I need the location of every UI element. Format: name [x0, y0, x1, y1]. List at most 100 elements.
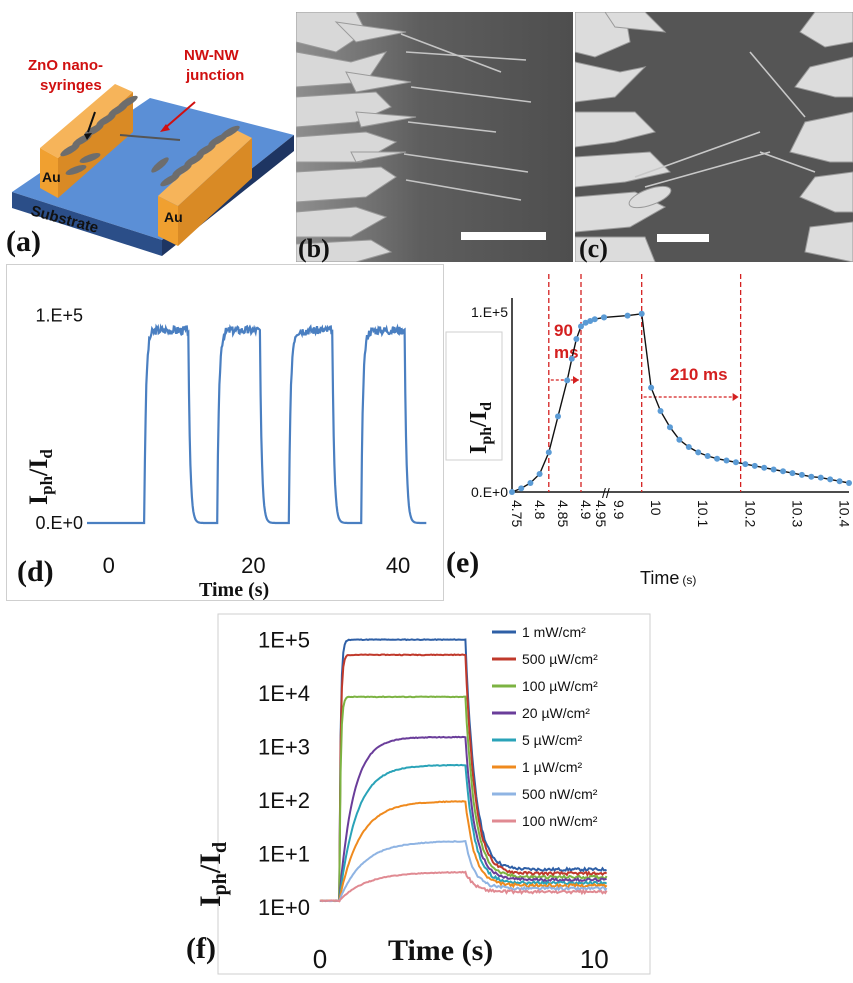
chart-f-ytick-label: 1E+5	[258, 628, 310, 653]
crystal-cluster-c-left	[574, 11, 672, 263]
chart-f-ytick-label: 1E+1	[258, 841, 310, 866]
chart-e-marker	[714, 455, 721, 462]
chart-f-legend: 1 mW/cm² 500 µW/cm² 100 µW/cm² 20 µW/cm² 5 µ…	[492, 624, 598, 829]
chart-e-marker	[761, 464, 768, 471]
chart-e-marker	[846, 480, 852, 486]
chart-d-xtick-label: 20	[241, 553, 265, 578]
chart-e-marker	[798, 471, 805, 478]
chart-e-marker	[742, 461, 749, 468]
chart-e-marker	[732, 459, 739, 466]
chart-e-marker	[780, 468, 787, 475]
nanosyringes-left	[60, 95, 138, 175]
chart-f-xtick-label: 10	[580, 944, 609, 974]
nanosyringe-arrowhead	[84, 133, 92, 140]
chart-e-xtick-label: 9.9	[611, 500, 627, 520]
chart-f-legend-label: 1 µW/cm²	[522, 759, 583, 775]
chart-e-rise-arrowhead	[573, 376, 579, 384]
chart-e-xtick-label: 4.95	[593, 500, 609, 527]
chart-f-legend-label: 5 µW/cm²	[522, 732, 583, 748]
chart-e-rise-label-line1: 90	[554, 321, 573, 340]
chart-e-marker	[657, 408, 664, 414]
chart-d-xtick-label: 40	[386, 553, 410, 578]
chart-f-ytick-label: 1E+3	[258, 735, 310, 760]
chart-e-marker	[638, 310, 645, 317]
chart-f-series-line	[319, 840, 608, 903]
left-electrode-label: Au	[42, 169, 61, 185]
chart-e-xtick-label: 4.75	[509, 500, 525, 527]
chart-f-ytick-label: 1E+4	[258, 681, 310, 706]
chart-e-ytick-label: 0.E+0	[471, 484, 508, 500]
chart-e-marker	[770, 466, 777, 473]
chart-e-ylabel: Iph/Id	[466, 402, 495, 454]
junction-arrowhead	[160, 124, 170, 132]
sem-image-b	[295, 11, 573, 263]
chart-e-xtick-label: 10.3	[789, 500, 805, 527]
chart-e-marker	[518, 485, 525, 492]
chart-e-marker	[578, 323, 584, 330]
chart-e-marker	[601, 314, 607, 321]
chart-e-decay-label: 210 ms	[670, 365, 728, 384]
chart-d-plot: 0.E+0 1.E+5 0 20 40	[35, 306, 427, 578]
chart-d-series-line	[87, 323, 427, 525]
crystal-cluster-c-right	[789, 11, 853, 263]
chart-e-xtick-label: 10.1	[695, 500, 711, 527]
chart-e-marker	[676, 436, 683, 443]
panel-label-a: (a)	[6, 225, 41, 258]
chart-e-xtick-label: 10	[648, 500, 664, 516]
chart-d-ylabel: Iph/Id	[24, 449, 56, 505]
chart-e-marker	[817, 474, 824, 481]
chart-f-plot: 1E+0 1E+1 1E+2 1E+3 1E+4 1E+5 0 10	[258, 628, 609, 974]
chart-e-marker	[545, 449, 552, 456]
chart-e-marker	[509, 489, 515, 495]
chart-f-frame	[217, 613, 651, 975]
nanosyringe-label-line1: ZnO nano-	[28, 57, 103, 74]
chart-f-legend-label: 500 µW/cm²	[522, 651, 598, 667]
chart-e-marker	[555, 413, 561, 420]
chart-d-xtick-label: 0	[103, 553, 115, 578]
panel-label-c: (c)	[579, 234, 608, 263]
chart-e-marker	[836, 478, 843, 485]
junction-label-line2: junction	[185, 67, 244, 84]
chart-f-xlabel: Time (s)	[388, 934, 493, 967]
chart-e-plot: 1.E+5 0.E+04.75 4.8 4.85 4.9 4.95 9.9 10 10.1 10.…	[471, 274, 853, 527]
junction-arrow	[164, 101, 196, 129]
chart-e-ytick-label: 1.E+5	[471, 304, 508, 320]
chart-f-legend-label: 1 mW/cm²	[522, 624, 586, 640]
chart-f-panel: 1E+0 1E+1 1E+2 1E+3 1E+4 1E+5 0 10 1 mW/cm² 500 …	[180, 612, 658, 978]
chart-e-xtick-label: 10.4	[837, 500, 853, 527]
right-electrode-label: Au	[164, 209, 183, 225]
chart-e-marker	[591, 316, 598, 323]
nanosyringes-right	[151, 125, 240, 187]
chart-e-marker	[624, 312, 631, 319]
chart-e-xtick-label: 4.85	[555, 500, 571, 527]
chart-e-marker	[536, 471, 543, 477]
chart-e-marker	[573, 336, 580, 342]
chart-e-marker	[666, 424, 673, 431]
chart-d: 0.E+0 1.E+5 0 20 40 Iph/Id Time (s)	[24, 306, 427, 601]
chart-e-axis-break: //	[602, 485, 610, 501]
substrate-front	[12, 192, 162, 256]
nanosyringe-arrow	[87, 111, 96, 133]
panel-label-b: (b)	[298, 234, 330, 263]
chart-f: 1E+0 1E+1 1E+2 1E+3 1E+4 1E+5 0 10 1 mW/cm² 500 …	[194, 613, 651, 975]
chart-f-ylabel: Iph/Id	[194, 842, 231, 907]
chart-e-marker	[827, 476, 834, 483]
panel-label-f: (f)	[186, 932, 216, 965]
chart-f-legend-label: 20 µW/cm²	[522, 705, 590, 721]
nanowires-b	[400, 33, 532, 201]
chart-f-series-line	[319, 800, 608, 903]
nw-nw-junction-wire	[119, 134, 181, 141]
chart-e-panel: 1.E+5 0.E+0 4.75 4.8 4.85 4.9 4.95 9.9 10 10.1 10.…	[444, 264, 853, 599]
sem-image-b-panel: (b)	[295, 11, 573, 263]
junction-label-line1: NW-NW	[184, 47, 240, 64]
nanowires-c	[634, 51, 816, 188]
chart-f-legend-label: 100 µW/cm²	[522, 678, 598, 694]
chart-d-xlabel: Time (s)	[199, 579, 269, 600]
chart-f-legend-label: 100 nW/cm²	[522, 813, 598, 829]
panel-label-d: (d)	[17, 555, 54, 588]
right-electrode-front	[158, 196, 178, 246]
chart-e-marker	[568, 355, 575, 362]
chart-d-panel: 0.E+0 1.E+5 0 20 40 Iph/Id Time (s) (d)	[6, 264, 444, 601]
left-electrode-front	[40, 148, 58, 198]
chart-d-ytick-label: 1.E+5	[35, 306, 83, 326]
